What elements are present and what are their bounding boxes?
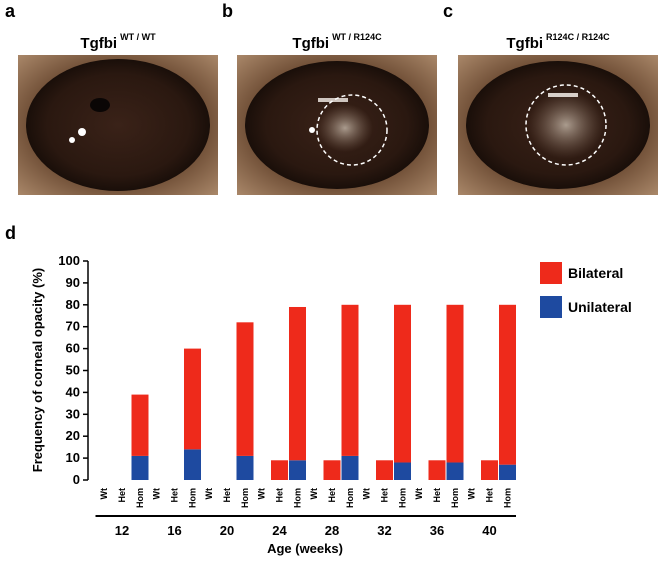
group-label: 32 (377, 523, 391, 538)
x-tick-label: Wt (257, 488, 267, 500)
gene-name: Tgfbi (292, 35, 329, 52)
group-label: 20 (220, 523, 234, 538)
y-tick-label: 60 (66, 341, 80, 356)
y-tick-label: 20 (66, 428, 80, 443)
group-label: 12 (115, 523, 129, 538)
x-tick-label: Het (275, 488, 285, 503)
bar-segment (184, 348, 201, 450)
photo (237, 55, 437, 195)
bar-segment (184, 449, 201, 480)
y-tick-label: 40 (66, 384, 80, 399)
x-tick-label: Het (485, 488, 495, 503)
bar-segment (289, 306, 306, 461)
bar-segment (446, 462, 464, 480)
bar-segment (236, 455, 254, 480)
x-tick-label: Het (432, 488, 442, 503)
legend-swatch (540, 296, 562, 318)
y-tick-label: 100 (58, 253, 80, 268)
genotype: WT / WT (120, 32, 156, 42)
photo (458, 55, 658, 195)
x-tick-label: Wt (99, 488, 109, 500)
genotype: R124C / R124C (546, 32, 610, 42)
x-tick-label: Wt (309, 488, 319, 500)
bar-segment (499, 304, 516, 465)
y-tick-label: 90 (66, 275, 80, 290)
group-label: 36 (430, 523, 444, 538)
group-label: 16 (167, 523, 181, 538)
genotype: WT / R124C (332, 32, 382, 42)
legend-label: Bilateral (568, 265, 623, 281)
x-tick-label: Wt (414, 488, 424, 500)
bar-segment (271, 460, 288, 480)
bar-segment (236, 322, 254, 456)
legend-label: Unilateral (568, 299, 632, 315)
panel-label: a (5, 1, 16, 21)
x-tick-label: Hom (293, 488, 303, 508)
x-tick-label: Het (380, 488, 390, 503)
y-tick-label: 0 (73, 472, 80, 487)
x-tick-label: Wt (204, 488, 214, 500)
bar-segment (481, 460, 498, 480)
x-tick-label: Wt (362, 488, 372, 500)
bar-segment (323, 460, 341, 480)
bar-segment (341, 304, 359, 456)
x-tick-label: Hom (450, 488, 460, 508)
panel-label: d (5, 223, 16, 243)
bar-segment (394, 304, 411, 463)
x-tick-label: Het (222, 488, 232, 503)
x-tick-label: Hom (240, 488, 250, 508)
x-tick-label: Wt (467, 488, 477, 500)
x-tick-label: Wt (152, 488, 162, 500)
bar-segment (289, 460, 306, 480)
bar-segment (131, 455, 149, 480)
x-tick-label: Het (170, 488, 180, 503)
x-tick-label: Hom (398, 488, 408, 508)
y-tick-label: 50 (66, 363, 80, 378)
y-tick-label: 70 (66, 319, 80, 334)
panel-title: Tgfbi WT / WT (80, 32, 156, 52)
y-tick-label: 80 (66, 297, 80, 312)
legend-swatch (540, 262, 562, 284)
x-tick-label: Hom (503, 488, 513, 508)
panel-label: c (443, 1, 453, 21)
panel-title: Tgfbi R124C / R124C (506, 32, 610, 52)
x-tick-label: Hom (188, 488, 198, 508)
group-label: 40 (482, 523, 496, 538)
x-tick-label: Het (327, 488, 337, 503)
bar-segment (428, 460, 446, 480)
bar-segment (446, 304, 464, 463)
photo (18, 55, 218, 195)
bar-segment (341, 455, 359, 480)
x-axis-label: Age (weeks) (267, 541, 343, 556)
bar-segment (376, 460, 393, 480)
x-tick-label: Het (117, 488, 127, 503)
chart: 0 10 20 30 40 50 60 70 80 90 100 Frequency of corne… (30, 253, 632, 556)
y-tick-label: 30 (66, 406, 80, 421)
x-tick-label: Hom (345, 488, 355, 508)
bar-segment (499, 464, 516, 480)
panel-title: Tgfbi WT / R124C (292, 32, 382, 52)
gene-name: Tgfbi (506, 35, 543, 52)
y-tick-label: 10 (66, 450, 80, 465)
panel-label: b (222, 1, 233, 21)
group-label: 24 (272, 523, 287, 538)
y-axis-label: Frequency of corneal opacity (%) (30, 268, 45, 472)
bar-segment (394, 462, 411, 480)
bar-segment (131, 394, 149, 456)
gene-name: Tgfbi (80, 35, 117, 52)
x-tick-label: Hom (135, 488, 145, 508)
group-label: 28 (325, 523, 339, 538)
